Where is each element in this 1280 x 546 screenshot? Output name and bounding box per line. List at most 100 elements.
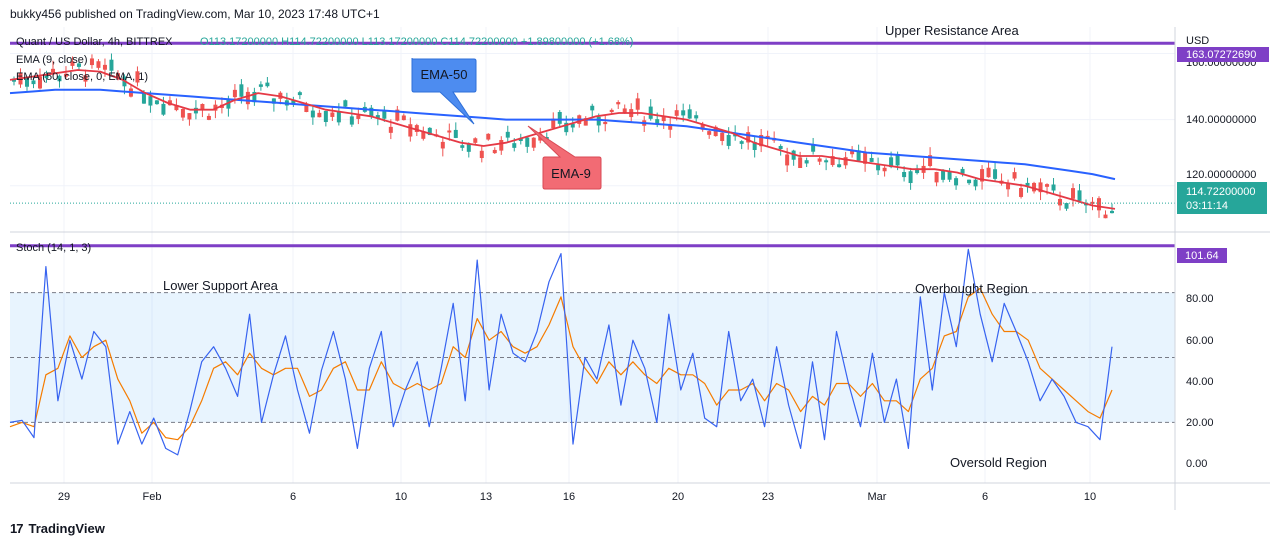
legend-symbol: Quant / US Dollar, 4h, BITTREX <box>16 36 173 48</box>
candle-body <box>726 135 731 146</box>
candle-body <box>349 116 354 125</box>
date-tick: Feb <box>143 491 162 503</box>
candle-body <box>934 172 939 183</box>
candle-body <box>954 178 959 186</box>
candle-body <box>473 138 478 143</box>
candle-body <box>200 104 205 110</box>
candle-body <box>1006 183 1011 190</box>
candle-body <box>427 127 432 136</box>
candle-body <box>232 89 237 98</box>
candle-body <box>1097 198 1102 211</box>
candle-body <box>408 124 413 137</box>
candle-body <box>265 82 270 87</box>
candle-body <box>115 73 120 79</box>
tradingview-footer[interactable]: 17 TradingView <box>10 518 105 538</box>
stoch-tick: 20.00 <box>1186 417 1214 429</box>
candle-body <box>596 116 601 126</box>
candle-body <box>512 143 517 148</box>
tradingview-brand: TradingView <box>28 520 105 536</box>
candle-body <box>388 126 393 133</box>
date-tick: 29 <box>58 491 70 503</box>
candle-body <box>1110 210 1114 214</box>
lower-support-annotation: Lower Support Area <box>163 278 279 293</box>
candle-body <box>668 124 673 130</box>
candle-body <box>798 157 803 169</box>
candle-body <box>271 98 276 104</box>
candle-body <box>330 112 335 117</box>
candle-body <box>1038 182 1043 193</box>
candle-body <box>570 123 575 128</box>
candle-body <box>1051 184 1056 191</box>
candle-body <box>752 141 757 150</box>
candle-body <box>479 150 484 159</box>
candle-body <box>843 157 848 166</box>
candle-body <box>687 109 692 119</box>
candle-body <box>50 68 55 73</box>
candle-body <box>947 171 952 180</box>
candle-body <box>960 168 965 174</box>
candle-body <box>869 157 874 162</box>
candle-body <box>531 137 536 148</box>
ema-lines <box>9 69 1116 210</box>
candle-body <box>616 102 621 105</box>
candle-body <box>583 118 588 126</box>
candle-body <box>76 63 81 67</box>
candle-body <box>837 164 842 168</box>
candle-body <box>395 109 400 121</box>
candle-body <box>648 106 653 119</box>
candle-body <box>492 149 497 154</box>
candle-body <box>1025 182 1030 186</box>
candle-body <box>401 115 406 121</box>
candle-body <box>499 139 504 151</box>
candle-body <box>661 115 666 122</box>
levels <box>10 41 1175 248</box>
candle-body <box>102 64 107 70</box>
candle-body <box>551 118 556 129</box>
stoch-level-tag <box>1177 248 1227 263</box>
candle-body <box>258 84 263 87</box>
candle-body <box>804 160 809 164</box>
candle-body <box>902 172 907 178</box>
overbought-annotation: Overbought Region <box>915 281 1028 296</box>
candle-body <box>895 155 900 166</box>
candle-body <box>1045 184 1050 187</box>
date-tick: Mar <box>868 491 887 503</box>
price-tick: 140.00000000 <box>1186 114 1256 126</box>
candle-body <box>453 129 458 138</box>
publisher-header: bukky456 published on TradingView.com, M… <box>10 7 380 21</box>
candle-body <box>317 112 322 118</box>
candle-body <box>180 108 185 118</box>
date-tick: 10 <box>395 491 407 503</box>
candle-body <box>193 107 198 114</box>
candle-body <box>980 169 985 182</box>
date-tick: 20 <box>672 491 684 503</box>
candle-body <box>323 111 328 123</box>
legend-ohlc: O113.17200000 H114.72200000 L113.1720000… <box>200 36 633 48</box>
candle-body <box>1058 198 1063 206</box>
candle-body <box>440 141 445 149</box>
candle-body <box>375 115 380 119</box>
candle-body <box>226 99 231 109</box>
candle-body <box>1012 172 1017 179</box>
date-tick: 23 <box>762 491 774 503</box>
candle-body <box>856 150 861 161</box>
candle-body <box>252 91 257 103</box>
bar-countdown: 03:11:14 <box>1186 200 1228 212</box>
tradingview-logo-icon: 17 <box>10 520 24 536</box>
candle-body <box>460 145 465 148</box>
stoch-band <box>10 292 1175 423</box>
candle-body <box>622 108 627 114</box>
candle-body <box>603 121 608 125</box>
candle-body <box>505 131 510 138</box>
candle-body <box>973 179 978 187</box>
candle-body <box>759 134 764 147</box>
candle-body <box>941 169 946 180</box>
candle-body <box>486 133 491 140</box>
candle-body <box>707 131 712 135</box>
candle-body <box>876 164 881 171</box>
upper-resistance-annotation: Upper Resistance Area <box>885 23 1019 38</box>
ema50-line <box>9 88 1116 181</box>
candle-body <box>824 160 829 163</box>
candle-body <box>557 111 562 124</box>
